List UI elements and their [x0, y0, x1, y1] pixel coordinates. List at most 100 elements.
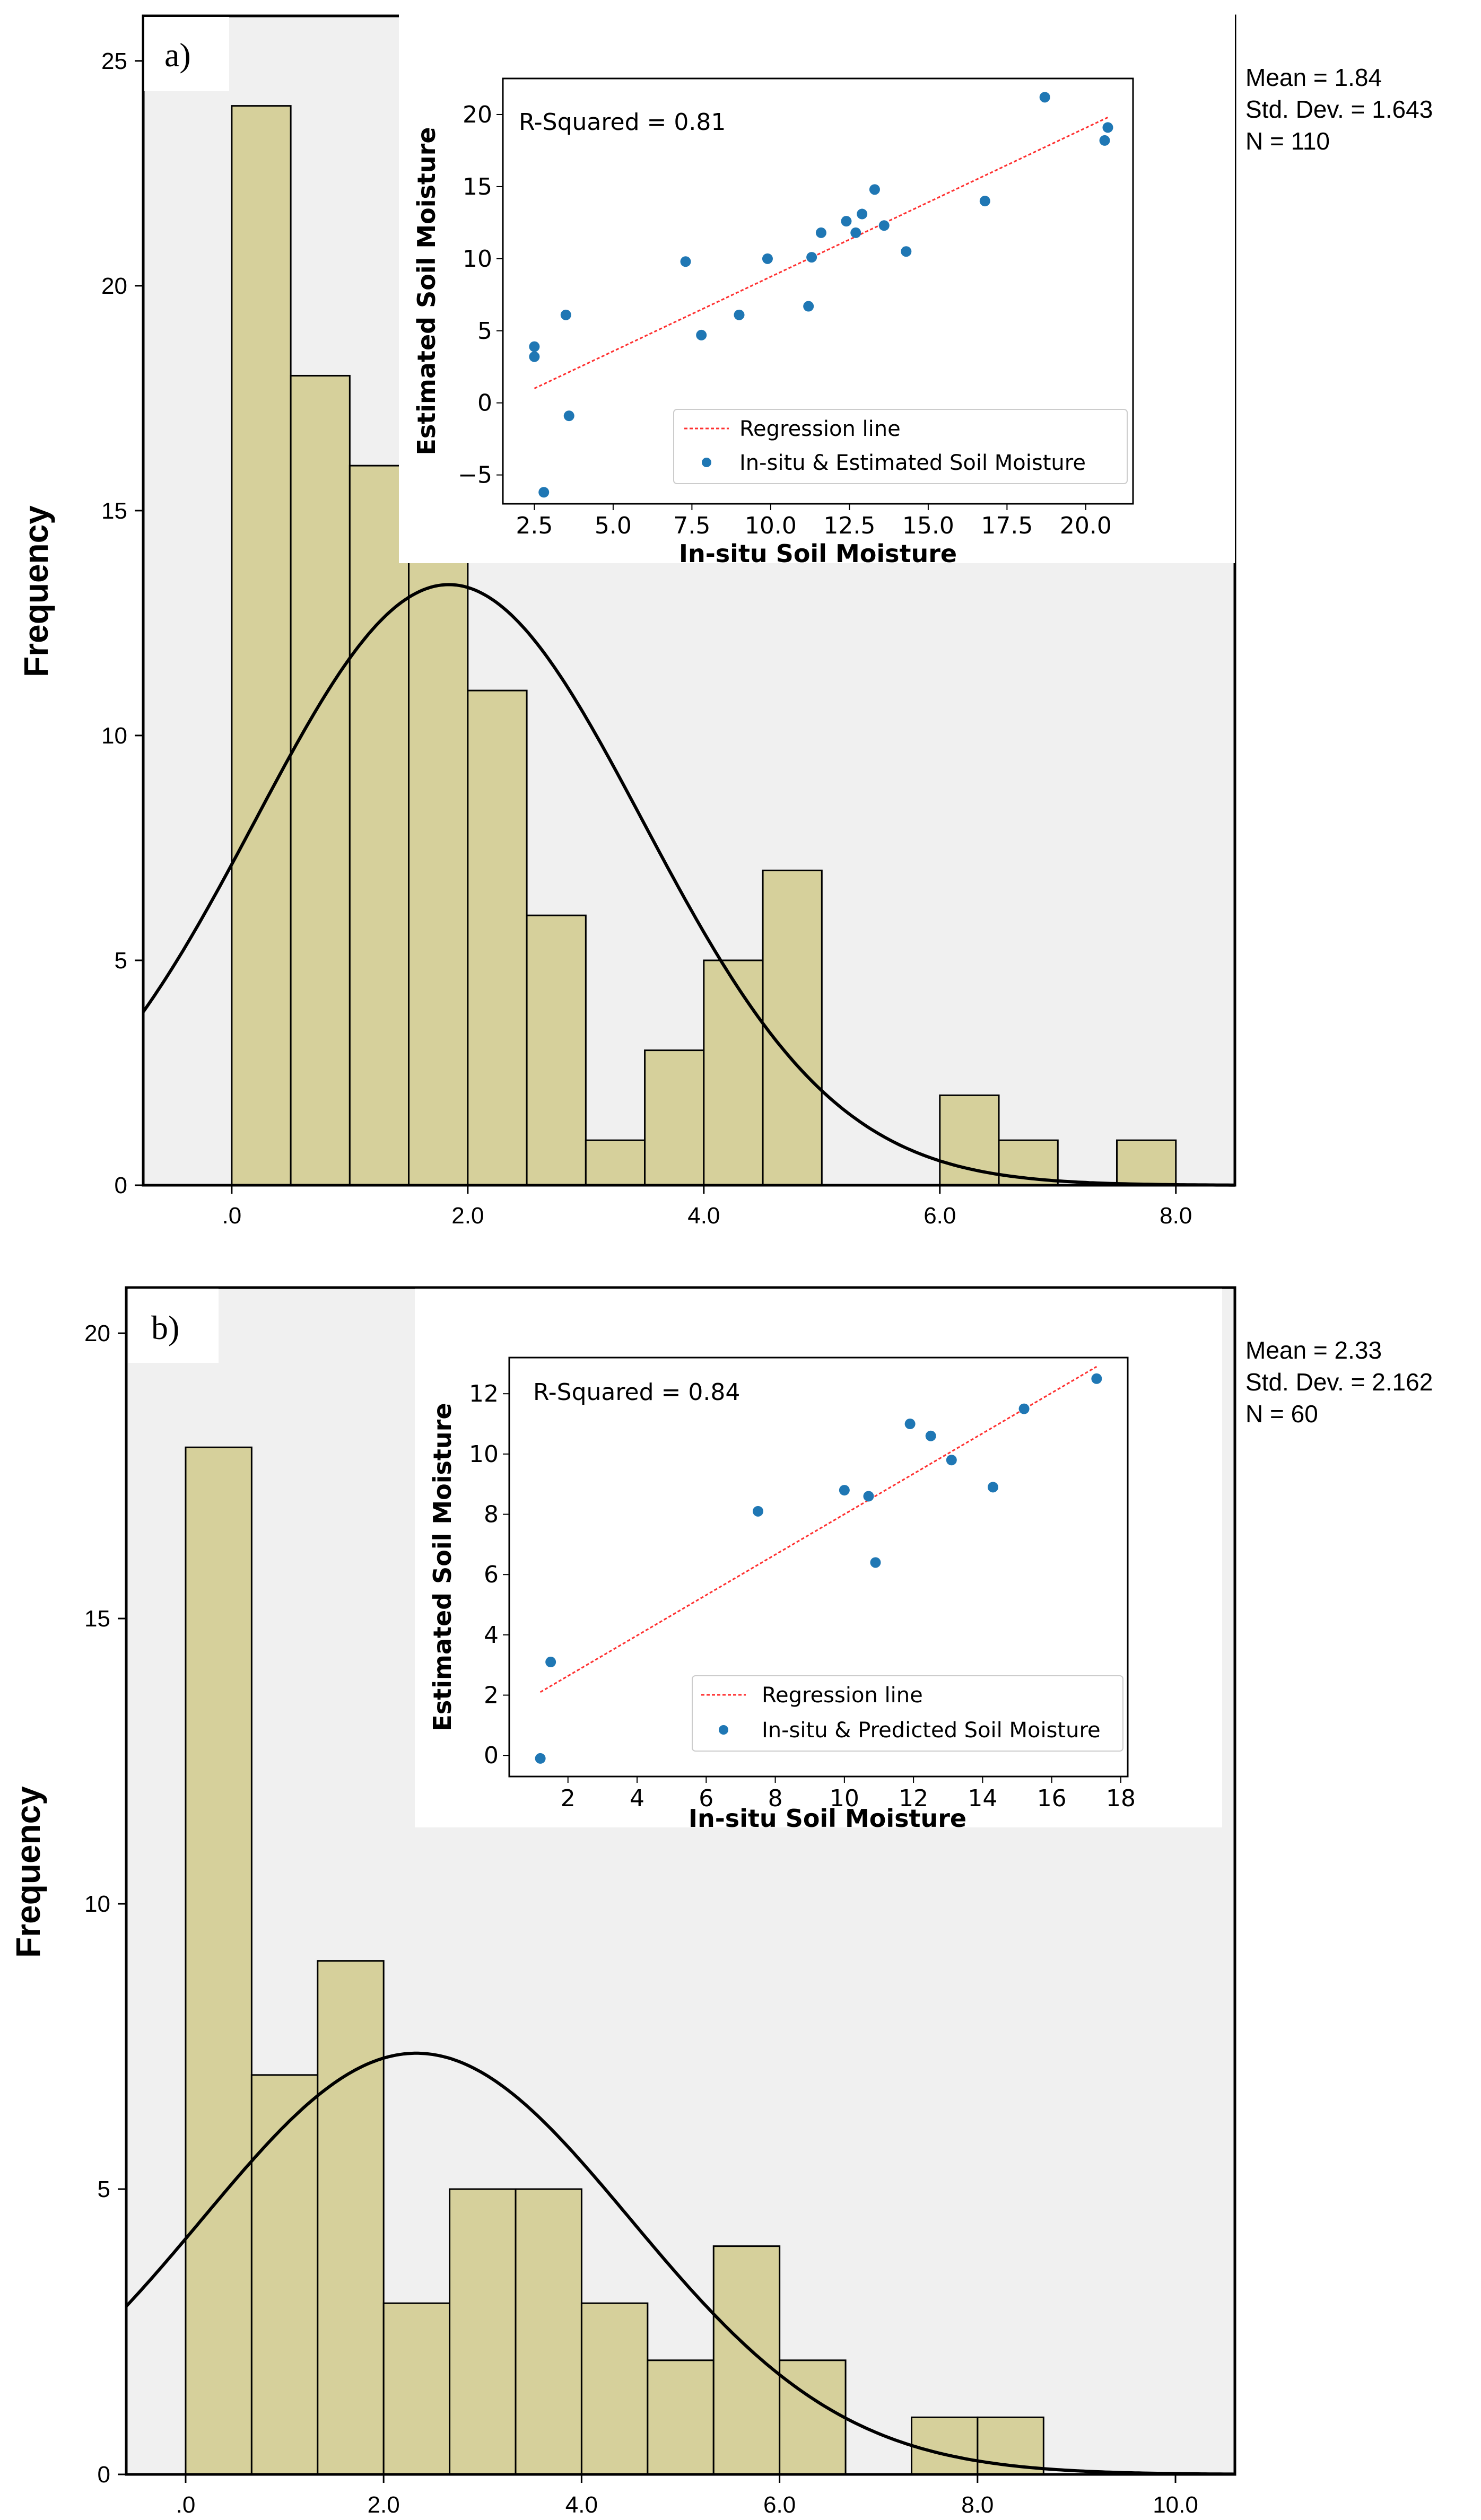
y-tick-label: 25 — [101, 48, 127, 74]
normal-curve — [142, 583, 1235, 1187]
inset-y-label: Estimated Soil Moisture — [428, 1403, 457, 1731]
inset-legend: Regression line In-situ & Predicted Soil… — [692, 1675, 1123, 1752]
scatter-point — [545, 1657, 556, 1668]
y-tick-label: 10 — [101, 723, 127, 749]
normal-curve — [125, 2051, 1235, 2476]
x-tick-label: 2.0 — [368, 2492, 400, 2518]
plot-frame — [125, 1286, 1236, 2476]
r-squared-label: R-Squared = 0.81 — [519, 109, 726, 136]
inset-x-tick-label: 4 — [630, 1785, 644, 1812]
stat-n: N = 60 — [1245, 1400, 1318, 1428]
inset-y-tick-label: 5 — [477, 318, 492, 345]
legend-points: In-situ & Predicted Soil Moisture — [762, 1718, 1101, 1743]
scatter-inset: 2 4 6 8 10 12 14 16 18 0 2 4 6 8 10 12 R-Squared = 0.8… — [415, 1289, 1222, 1833]
scatter-point — [538, 487, 550, 498]
inset-y-tick-label: 15 — [463, 173, 492, 200]
scatter-point — [803, 301, 814, 312]
scatter-point — [734, 309, 745, 320]
histogram-panel-a: .0 2.0 4.0 6.0 8.0 0 5 10 15 20 25 Frequency a) M… — [17, 0, 1433, 1229]
histogram-bar — [644, 1049, 705, 1186]
histogram-bar — [1116, 1139, 1177, 1186]
inset-y-label: Estimated Soil Moisture — [412, 127, 441, 455]
legend-point-swatch — [702, 458, 711, 467]
scatter-point — [535, 1753, 546, 1764]
x-tick-label: 6.0 — [763, 2492, 796, 2518]
inset-x-tick-label: 5.0 — [595, 512, 632, 539]
legend-box — [673, 409, 1128, 484]
inset-x-tick-label: 2.5 — [516, 512, 553, 539]
x-tick-label: 6.0 — [924, 1203, 956, 1229]
legend-regression: Regression line — [739, 417, 901, 441]
inset-x-tick-label: 10.0 — [745, 512, 797, 539]
inset-x-tick-label: 18 — [1106, 1785, 1136, 1812]
histogram-bar — [185, 1446, 252, 2475]
y-axis-label: Frequency — [17, 505, 55, 677]
inset-x-tick-label: 15.0 — [902, 512, 954, 539]
panel-label-box — [144, 17, 229, 91]
inset-y-tick-label: 12 — [469, 1380, 499, 1407]
scatter-point — [987, 1482, 998, 1493]
scatter-point — [857, 208, 868, 220]
panel-label: a) — [164, 36, 191, 74]
inset-x-axis: 2 4 6 8 10 12 14 16 18 — [561, 1777, 1136, 1812]
x-tick-label: 10.0 — [1153, 2492, 1198, 2518]
inset-legend: Regression line In-situ & Estimated Soil… — [673, 409, 1128, 484]
scatter-inset: 2.5 5.0 7.5 10.0 12.5 15.0 17.5 20.0 −5 0 5 10 15 20… — [399, 0, 1235, 568]
histogram-bar — [467, 689, 528, 1186]
inset-y-tick-label: 8 — [484, 1501, 499, 1528]
histogram-bar — [349, 465, 410, 1186]
y-tick-label: 5 — [98, 2176, 110, 2202]
scatter-point — [560, 309, 571, 320]
scatter-points — [535, 1373, 1102, 1764]
x-tick-label: .0 — [176, 2492, 196, 2518]
regression-line — [539, 1366, 1097, 1693]
legend-point-swatch — [719, 1725, 728, 1735]
legend-box — [692, 1675, 1123, 1752]
legend-points: In-situ & Estimated Soil Moisture — [739, 451, 1086, 475]
inset-y-axis: −5 0 5 10 15 20 — [458, 101, 503, 489]
histogram-bar — [712, 2245, 781, 2475]
inset-y-tick-label: 2 — [484, 1682, 499, 1709]
scatter-point — [979, 196, 990, 207]
histogram-bar — [910, 2416, 979, 2475]
scatter-point — [863, 1491, 874, 1502]
x-tick-label: .0 — [222, 1203, 242, 1229]
scatter-point — [841, 216, 852, 227]
x-axis: .0 2.0 4.0 6.0 8.0 — [222, 1185, 1192, 1229]
scatter-point — [925, 1430, 936, 1441]
scatter-point — [870, 1557, 881, 1568]
scatter-point — [901, 246, 912, 257]
scatter-point — [753, 1506, 764, 1517]
y-axis-label: Frequency — [9, 1786, 47, 1958]
y-tick-label: 15 — [101, 498, 127, 524]
histogram-bar — [317, 1960, 385, 2475]
histogram-bar — [290, 374, 351, 1186]
histogram-bar — [515, 2188, 582, 2475]
inset-x-tick-label: 16 — [1037, 1785, 1067, 1812]
inset-x-tick-label: 20.0 — [1060, 512, 1112, 539]
histogram-bar — [703, 959, 764, 1186]
panel-label-box — [128, 1289, 219, 1363]
histogram-bar — [647, 2359, 715, 2475]
scatter-point — [529, 351, 540, 362]
histogram-bar — [449, 2188, 517, 2475]
histogram-bar — [585, 1139, 646, 1186]
stat-std-dev: Std. Dev. = 2.162 — [1245, 1368, 1433, 1396]
inset-x-tick-label: 7.5 — [673, 512, 710, 539]
stat-mean: Mean = 1.84 — [1245, 64, 1382, 91]
x-tick-label: 8.0 — [961, 2492, 994, 2518]
legend-regression: Regression line — [762, 1683, 923, 1708]
inset-x-axis: 2.5 5.0 7.5 10.0 12.5 15.0 17.5 20.0 — [516, 504, 1112, 539]
histogram-bar — [762, 869, 823, 1186]
scatter-point — [869, 184, 880, 195]
y-tick-label: 20 — [84, 1320, 110, 1346]
inset-x-tick-label: 6 — [699, 1785, 713, 1812]
histogram-bar — [779, 2359, 847, 2475]
y-axis: 0 5 10 15 20 25 — [101, 48, 143, 1198]
inset-x-tick-label: 12 — [899, 1785, 928, 1812]
scatter-point — [1102, 122, 1113, 133]
inset-x-tick-label: 2 — [561, 1785, 576, 1812]
x-axis: .0 2.0 4.0 6.0 8.0 10.0 — [176, 2474, 1198, 2518]
inset-x-tick-label: 12.5 — [823, 512, 875, 539]
scatter-point — [850, 227, 861, 238]
